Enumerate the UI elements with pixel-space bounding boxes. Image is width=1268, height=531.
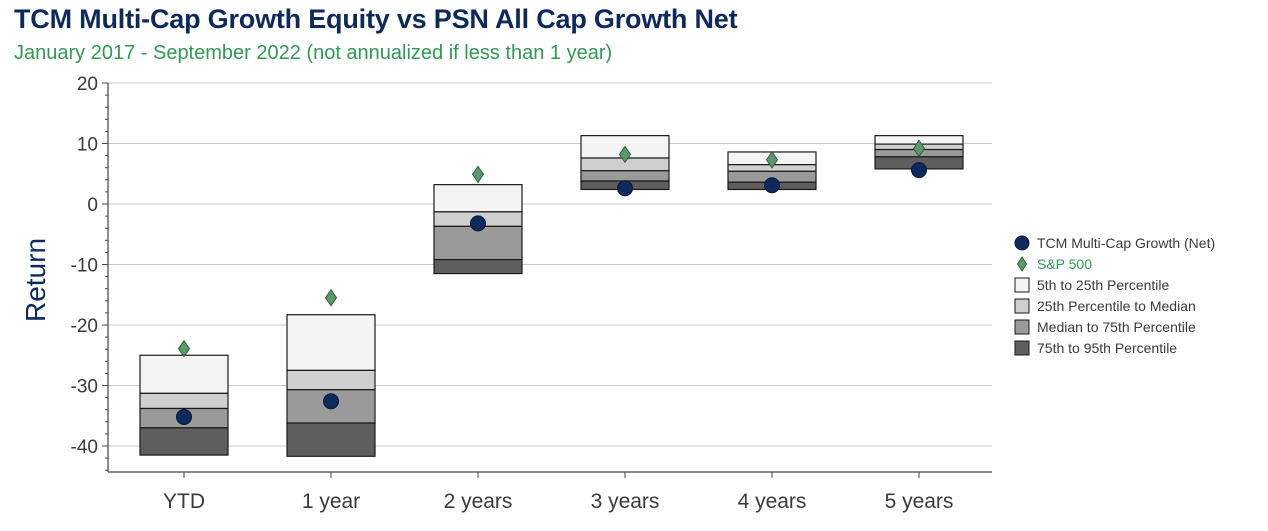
sp500-point [177, 339, 191, 358]
band-5-25 [433, 184, 523, 213]
legend-label: 25th Percentile to Median [1037, 298, 1196, 314]
chart-title: TCM Multi-Cap Growth Equity vs PSN All C… [14, 4, 738, 34]
band-75-95 [286, 422, 376, 457]
chart-subtitle: January 2017 - September 2022 (not annua… [14, 42, 613, 64]
y-tick-label: -30 [71, 377, 98, 398]
legend-band-swatch [1014, 277, 1030, 293]
band-median-75 [580, 170, 670, 182]
legend-label: Median to 75th Percentile [1037, 319, 1196, 335]
tcm-point [470, 215, 486, 232]
y-tick-label: -10 [71, 256, 98, 277]
sp500-point [912, 139, 926, 158]
band-25-median [286, 369, 376, 391]
sp500-point [471, 165, 485, 184]
legend-tcm-marker [1014, 235, 1030, 251]
band-5-25 [286, 314, 376, 371]
sp500-point [618, 145, 632, 164]
y-tick-label: 0 [87, 195, 98, 216]
sp500-point [765, 150, 779, 169]
band-median-75 [433, 225, 523, 261]
sp500-point [324, 288, 338, 307]
tcm-point [323, 393, 339, 410]
band-25-median [139, 392, 229, 410]
x-tick-label: 1 year [302, 490, 360, 513]
legend-band-swatch [1014, 298, 1030, 314]
x-tick-label: 4 years [738, 490, 807, 513]
y-tick-label: -20 [71, 316, 98, 337]
y-tick-label: 20 [77, 74, 98, 95]
legend-label: 5th to 25th Percentile [1037, 277, 1170, 293]
y-tick-label: 10 [77, 135, 98, 156]
tcm-point [911, 162, 927, 179]
y-axis-title: Return [20, 238, 51, 322]
x-tick-label: YTD [163, 490, 205, 513]
x-tick-label: 2 years [444, 490, 513, 513]
legend-band-swatch [1014, 340, 1030, 356]
legend-band-swatch [1014, 319, 1030, 335]
band-75-95 [139, 427, 229, 456]
x-tick-label: 5 years [885, 490, 954, 513]
legend-sp500-marker [1016, 256, 1028, 272]
tcm-point [617, 180, 633, 197]
band-75-95 [433, 259, 523, 275]
x-tick-label: 3 years [591, 490, 660, 513]
legend-label: TCM Multi-Cap Growth (Net) [1037, 235, 1215, 251]
band-5-25 [139, 354, 229, 394]
y-tick-label: -40 [71, 437, 98, 458]
legend-label: S&P 500 [1037, 256, 1092, 272]
tcm-point [176, 408, 192, 425]
legend-label: 75th to 95th Percentile [1037, 340, 1177, 356]
tcm-point [764, 177, 780, 194]
